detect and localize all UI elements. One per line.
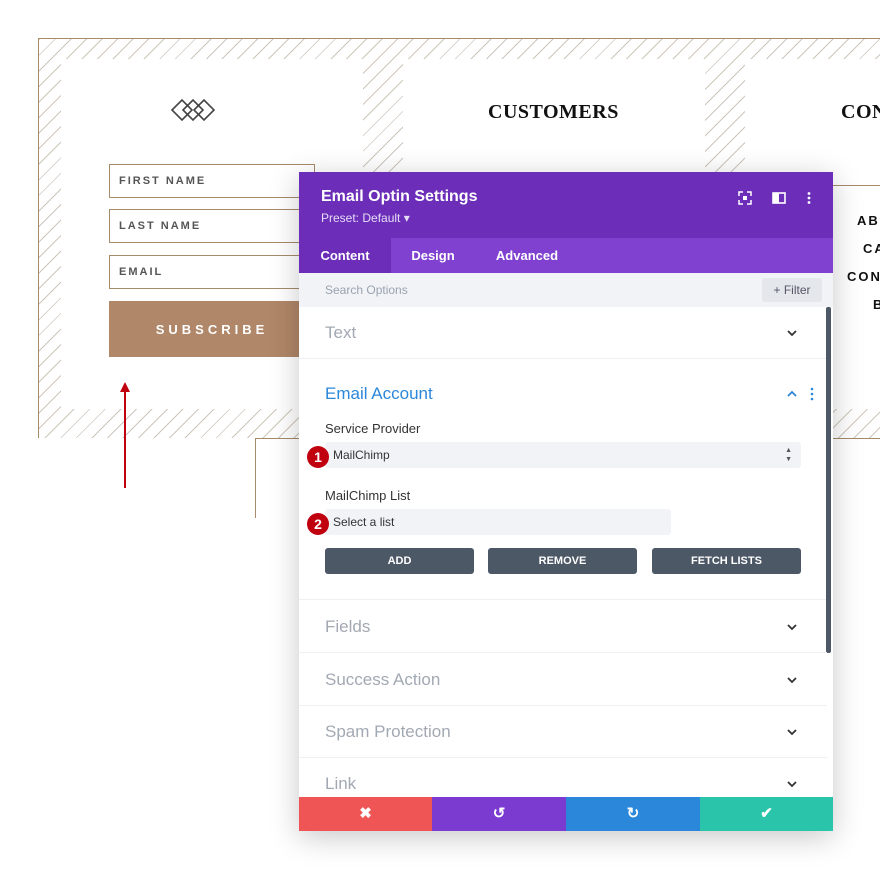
- step-marker-2: 2: [307, 513, 329, 535]
- chevron-down-icon[interactable]: [786, 674, 798, 686]
- side-text-line: B: [873, 297, 880, 312]
- first-name-field[interactable]: FIRST NAME: [109, 164, 315, 198]
- side-text-line: CONT: [847, 269, 880, 284]
- filter-button[interactable]: + Filter: [762, 278, 822, 302]
- mailchimp-list-value: Select a list: [333, 515, 395, 529]
- settings-tabs: Content Design Advanced: [299, 238, 833, 273]
- undo-icon: ↺: [492, 805, 506, 822]
- undo-button[interactable]: ↺: [432, 797, 566, 831]
- side-text-line: ABC: [857, 213, 880, 228]
- email-field[interactable]: EMAIL: [109, 255, 315, 289]
- mailchimp-list-select[interactable]: Select a list: [325, 509, 671, 535]
- tab-design[interactable]: Design: [411, 248, 455, 263]
- last-name-field[interactable]: LAST NAME: [109, 209, 315, 243]
- close-icon: ✖: [359, 805, 372, 822]
- tab-advanced[interactable]: Advanced: [495, 248, 559, 263]
- section-spam-protection[interactable]: Spam Protection: [299, 706, 827, 758]
- email-optin-settings-modal: Email Optin Settings Preset: Default ▾ C…: [299, 172, 833, 831]
- redo-button[interactable]: ↻: [566, 797, 700, 831]
- lower-section-outline: [830, 438, 880, 518]
- redo-icon: ↻: [626, 805, 640, 822]
- red-up-arrow-icon: [120, 382, 130, 488]
- section-label: Text: [325, 323, 357, 342]
- check-icon: ✔: [760, 805, 773, 822]
- section-label[interactable]: Email Account: [325, 384, 433, 403]
- more-vertical-icon[interactable]: [809, 387, 815, 401]
- mailchimp-list-label: MailChimp List: [325, 488, 411, 503]
- service-provider-value: MailChimp: [333, 448, 390, 462]
- tab-content[interactable]: Content: [299, 238, 391, 273]
- chevron-down-icon[interactable]: [786, 726, 798, 738]
- modal-header: Email Optin Settings Preset: Default ▾: [299, 172, 833, 238]
- column-title-third: CON: [841, 101, 880, 123]
- section-label: Success Action: [325, 670, 441, 689]
- save-button[interactable]: ✔: [700, 797, 833, 831]
- cancel-button[interactable]: ✖: [299, 797, 432, 831]
- fetch-lists-button[interactable]: FETCH LISTS: [652, 548, 801, 574]
- section-success-action[interactable]: Success Action: [299, 654, 827, 706]
- search-bar: + Filter: [299, 273, 833, 307]
- preset-dropdown[interactable]: Preset: Default ▾: [321, 211, 410, 225]
- lower-section-outline: [255, 438, 305, 518]
- section-label: Link: [325, 774, 357, 793]
- split-view-icon[interactable]: [771, 190, 787, 206]
- step-marker-1: 1: [307, 446, 329, 468]
- chevron-down-icon[interactable]: [786, 778, 798, 790]
- chevron-down-icon[interactable]: [786, 621, 798, 633]
- modal-title: Email Optin Settings: [321, 188, 478, 205]
- focus-icon[interactable]: [737, 190, 753, 206]
- section-email-account: Email Account Service Provider MailChimp…: [299, 359, 827, 600]
- chevron-up-icon[interactable]: [786, 388, 798, 400]
- section-text[interactable]: Text: [299, 307, 827, 359]
- more-vertical-icon[interactable]: [801, 190, 817, 206]
- modal-footer: ✖ ↺ ↻ ✔: [299, 797, 833, 831]
- service-provider-select[interactable]: MailChimp ▲ ▼: [325, 442, 801, 468]
- add-button[interactable]: ADD: [325, 548, 474, 574]
- chevron-down-icon[interactable]: [786, 327, 798, 339]
- search-options-input[interactable]: [313, 279, 733, 301]
- side-text-line: CA: [863, 241, 880, 256]
- scrollbar[interactable]: [826, 307, 831, 653]
- column-title-customers: CUSTOMERS: [488, 101, 619, 123]
- service-provider-label: Service Provider: [325, 421, 421, 436]
- remove-button[interactable]: REMOVE: [488, 548, 637, 574]
- section-fields[interactable]: Fields: [299, 601, 827, 653]
- select-arrows-icon: ▲ ▼: [785, 447, 792, 463]
- section-label: Spam Protection: [325, 722, 451, 741]
- section-label: Fields: [325, 617, 371, 636]
- subscribe-button[interactable]: SUBSCRIBE: [109, 301, 315, 357]
- interlocking-diamonds-icon: [170, 98, 216, 122]
